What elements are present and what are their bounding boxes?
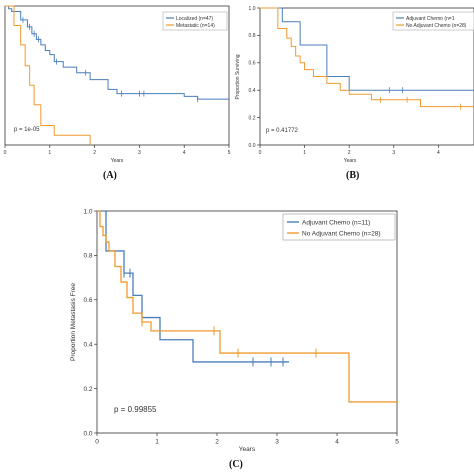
panel-a-label: (A) [103,170,117,181]
panel-a-legend: Localized (n=47) Metastatic (n=14) [162,11,228,31]
panel-c: 0 1 2 3 4 5 0.0 0.2 0.4 0.6 0.8 1.0 Years Proporti… [70,208,399,470]
panel-b-y-ticks: 0.0 0.2 0.4 0.6 0.8 1.0 [249,6,260,149]
panel-a-xlabel: Years [111,158,124,164]
panel-c-ylabel: Proportion Metastasis Free [70,283,77,361]
panel-b-label: (B) [346,170,359,181]
panel-b-ytick-label-3: 0.6 [249,61,256,67]
panel-a-legend-box [162,11,228,31]
panel-c-plot-frame [96,210,398,434]
panel-c-xtick-label-1: 1 [155,439,159,446]
panel-a-series-0-line [5,5,229,100]
panel-a-series-1-line [5,5,91,145]
panel-a-plot-frame [4,5,230,146]
panel-c-ytick-label-4: 0.8 [83,253,92,260]
panel-b-marks [260,7,474,110]
panel-b-xtick-label-4: 4 [437,150,440,156]
panel-a-xtick-label-3: 3 [138,150,141,156]
panel-b-xtick-label-1: 1 [303,150,306,156]
panel-a-xtick-label-5: 5 [228,150,231,156]
panel-a: 0 1 2 3 4 5 Years p = 1e-05 Localized (n=47) … [4,5,231,181]
panel-c-legend-box [282,213,396,241]
panel-c-legend-adjuvant: Adjuvant Chemo (n=11) [302,220,370,227]
panel-a-xtick-label-4: 4 [183,150,186,156]
panel-a-xtick-label-0: 0 [4,150,7,156]
panel-b-ytick-label-1: 0.2 [249,115,256,121]
panel-c-ytick-label-3: 0.6 [83,297,92,304]
panel-c-y-ticks: 0.0 0.2 0.4 0.6 0.8 1.0 [83,208,97,437]
panel-b-ytick-label-2: 0.4 [249,88,256,94]
panel-c-label: (C) [229,459,243,470]
panel-c-xtick-label-5: 5 [395,439,399,446]
panel-a-legend-metastatic: Metastatic (n=14) [176,23,215,29]
panel-c-series-0-line [97,210,289,363]
panel-c-ytick-label-1: 0.2 [83,386,92,393]
panel-a-marks [5,5,229,145]
panel-b-legend-box [392,11,474,31]
panel-b-ytick-label-4: 0.8 [249,33,256,39]
panel-b-plot-frame [259,7,474,146]
panel-b-series-0-line [260,7,474,91]
panel-c-xtick-label-4: 4 [335,439,339,446]
panel-c-marks [97,210,397,403]
panel-b-ytick-label-0: 0.0 [249,143,256,149]
panel-a-pvalue: p = 1e-05 [14,127,40,133]
panel-b-xlabel: Years [344,158,357,164]
panel-b-xtick-label-0: 0 [259,150,262,156]
panel-b-ytick-label-5: 1.0 [249,6,256,12]
panel-b-legend-adjuvant: Adjuvant Chemo (n=1 [406,16,455,22]
panel-c-xtick-label-2: 2 [215,439,219,446]
panel-c-x-ticks: 0 1 2 3 4 5 [95,433,399,446]
panel-c-legend: Adjuvant Chemo (n=11) No Adjuvant Chemo … [282,213,396,241]
panel-b-xtick-label-2: 2 [348,150,351,156]
panel-c-xtick-label-0: 0 [95,439,99,446]
panel-c-ytick-label-2: 0.4 [83,341,92,348]
panel-b-xtick-label-3: 3 [392,150,395,156]
panel-a-xtick-label-2: 2 [93,150,96,156]
panel-b-ylabel: Proportion Surviving [235,54,241,99]
panel-c-pvalue: p = 0.99855 [114,405,157,414]
panel-a-xtick-label-1: 1 [48,150,51,156]
panel-b-x-ticks: 0 1 2 3 4 [259,145,440,156]
panel-c-xtick-label-3: 3 [275,439,279,446]
panel-b-legend: Adjuvant Chemo (n=1 No Adjuvant Chemo (n… [392,11,474,31]
panel-a-legend-localized: Localized (n=47) [176,16,213,22]
panel-b-legend-no-adjuvant: No Adjuvant Chemo (n=28) [406,23,467,29]
panel-c-xlabel: Years [239,446,256,453]
panel-c-ytick-label-5: 1.0 [83,208,92,215]
panel-a-x-ticks: 0 1 2 3 4 5 [4,145,231,156]
panel-b-series-1-line [260,7,474,108]
panel-b: 0 1 2 3 4 0.0 0.2 0.4 0.6 0.8 1.0 Years Proportio… [235,6,474,181]
panel-b-pvalue: p = 0.41772 [266,128,299,134]
panel-c-legend-no-adjuvant: No Adjuvant Chemo (n=28) [302,231,381,238]
panel-c-ytick-label-0: 0.0 [83,430,92,437]
panel-c-series-1-line [97,210,397,403]
